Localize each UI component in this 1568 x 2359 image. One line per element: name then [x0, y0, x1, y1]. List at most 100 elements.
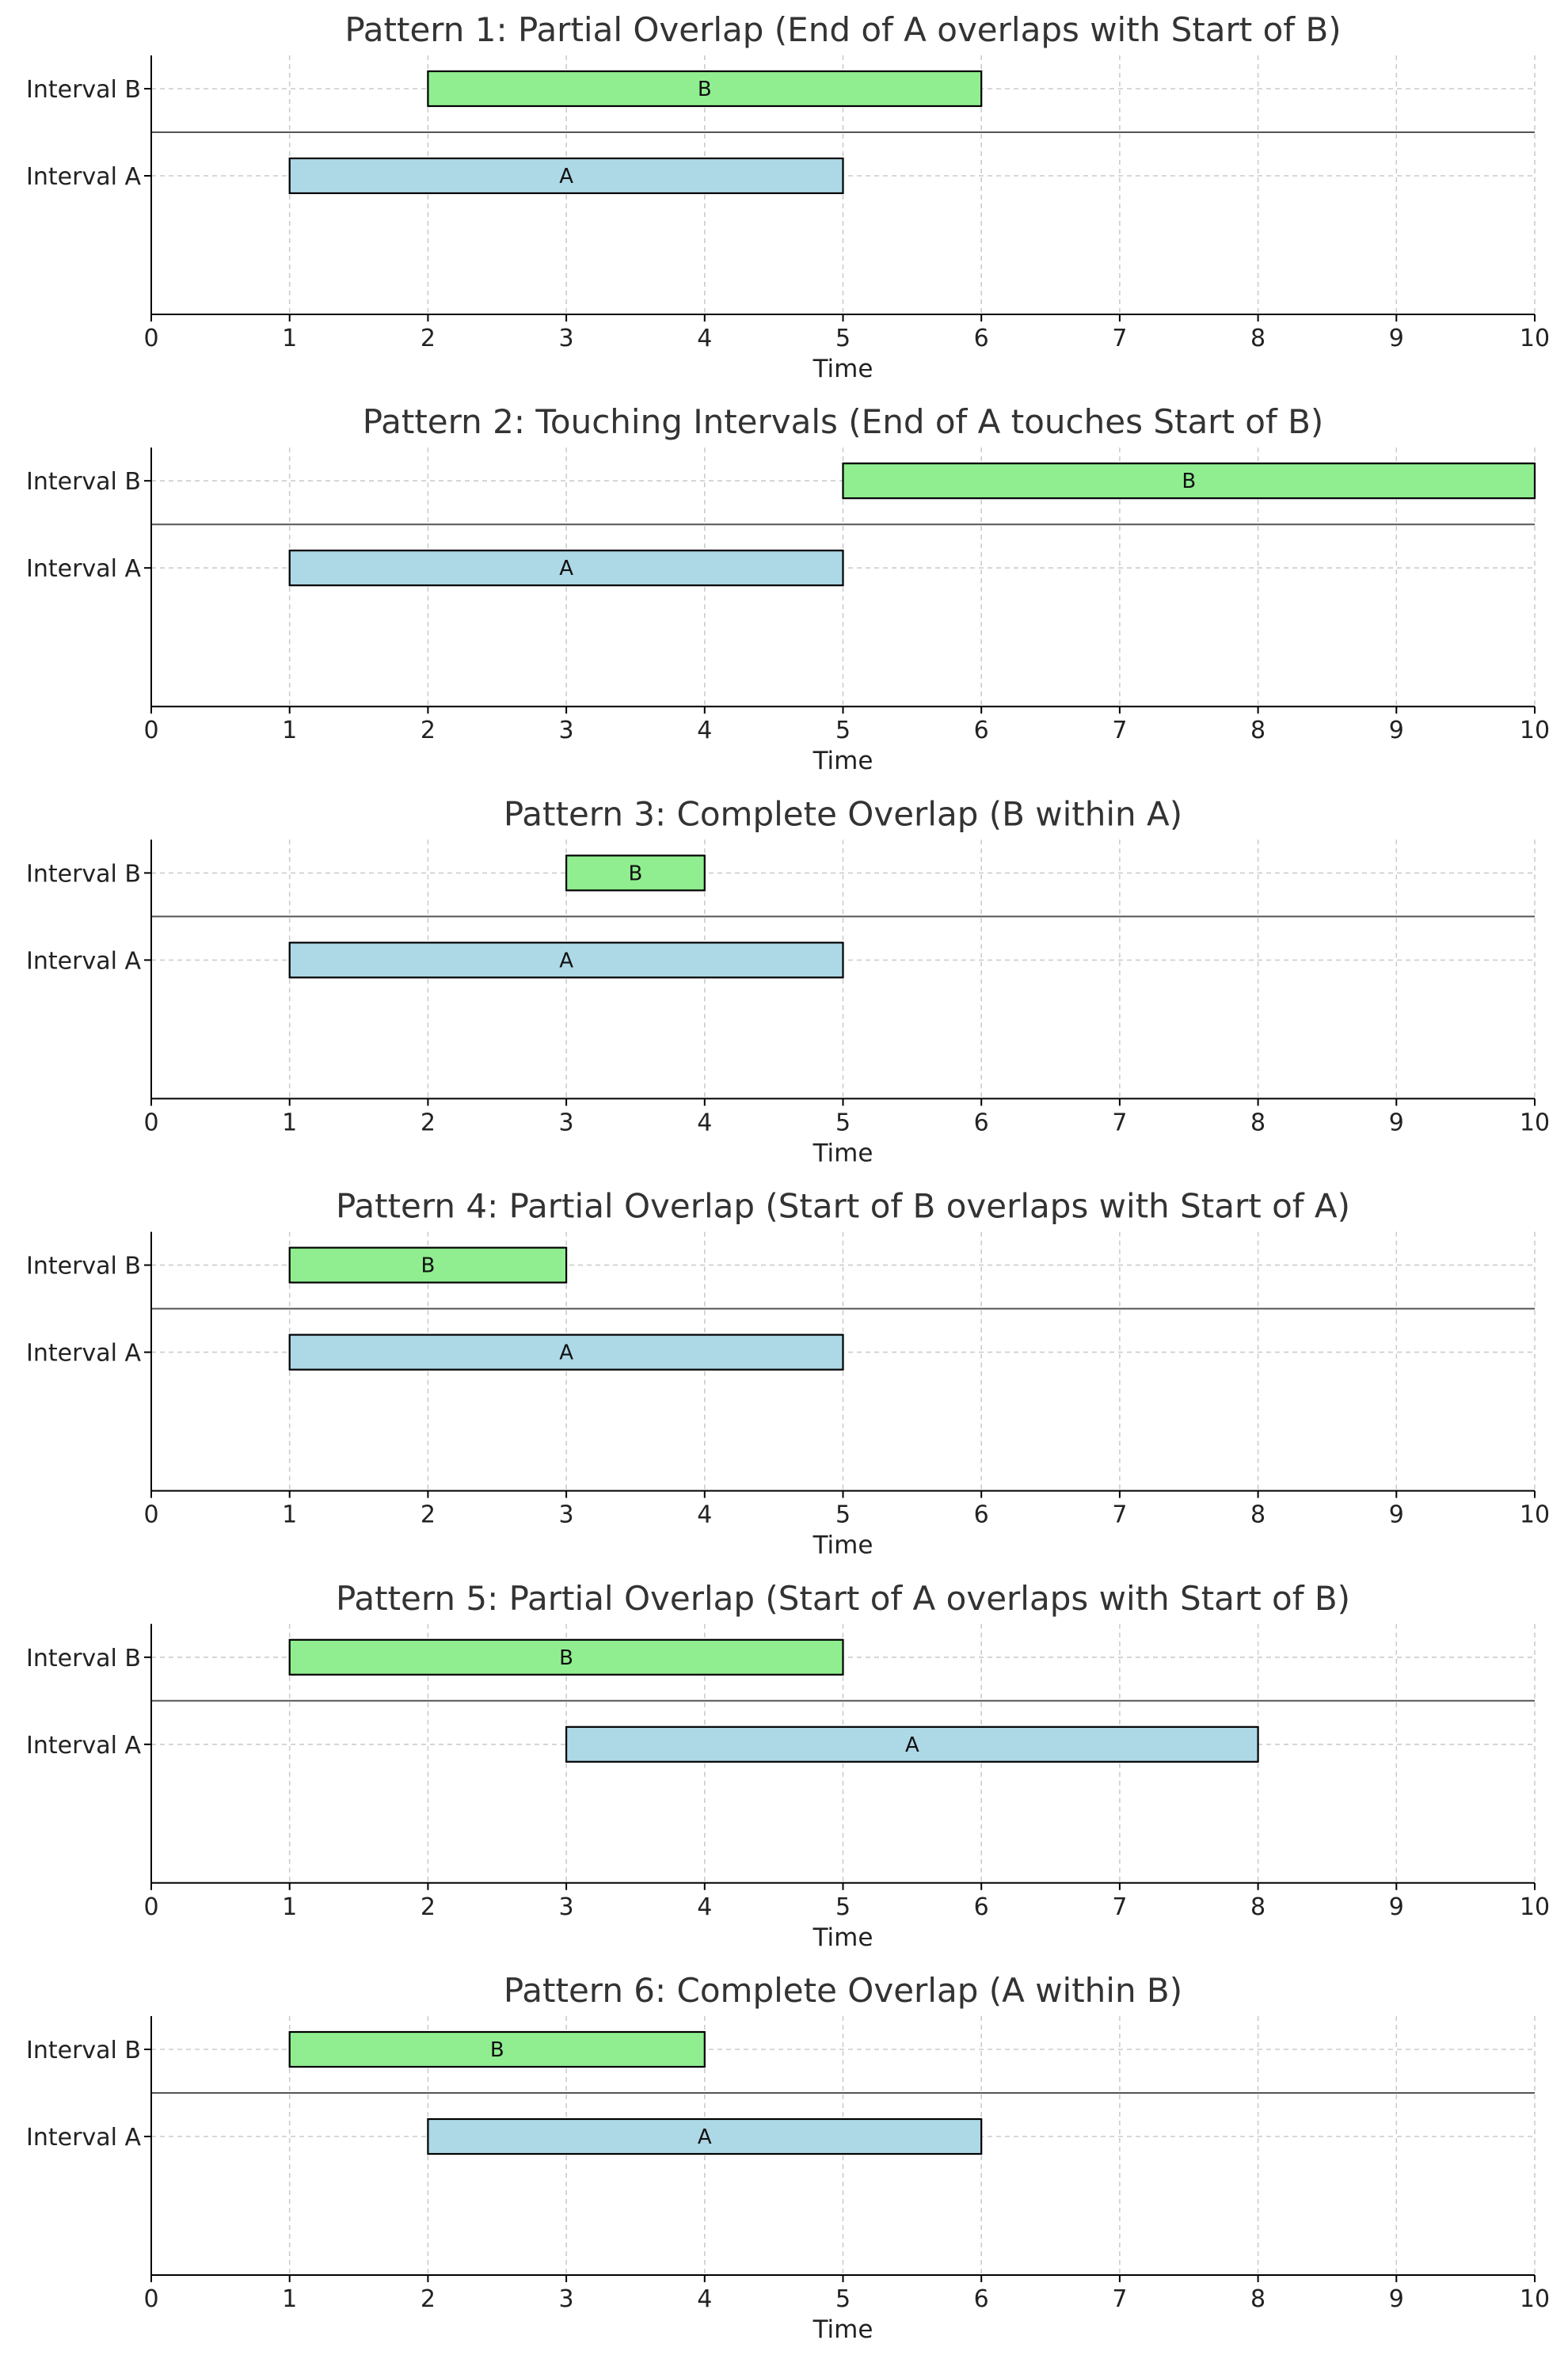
x-tick-label: 8 — [1250, 1893, 1265, 1921]
interval-bar-a — [565, 1725, 1259, 1763]
x-tick-label: 9 — [1389, 325, 1404, 352]
x-tick-label: 7 — [1112, 1893, 1127, 1921]
x-tick-label: 3 — [559, 2285, 574, 2313]
x-tick-label: 9 — [1389, 1501, 1404, 1529]
chart-panel-6: Pattern 6: Complete Overlap (A within B)… — [26, 1971, 1550, 2344]
x-tick-label: 2 — [421, 717, 436, 744]
bar-label: B — [698, 78, 712, 101]
y-tick-label: Interval A — [26, 1732, 141, 1760]
x-tick-label: 3 — [559, 1109, 574, 1136]
x-tick-label: 1 — [282, 717, 297, 744]
chart-panel-3: Pattern 3: Complete Overlap (B within A)… — [26, 794, 1550, 1167]
x-tick-label: 2 — [421, 1501, 436, 1529]
x-tick-label: 6 — [974, 2285, 989, 2313]
chart-title: Pattern 2: Touching Intervals (End of A … — [363, 402, 1324, 441]
x-tick-label: 6 — [974, 1893, 989, 1921]
interval-bar-a — [288, 942, 844, 979]
x-tick-label: 9 — [1389, 1109, 1404, 1136]
interval-bar-a — [288, 157, 844, 195]
x-axis-label: Time — [813, 2315, 873, 2344]
x-tick-label: 3 — [559, 1893, 574, 1921]
x-tick-label: 9 — [1389, 2285, 1404, 2313]
x-tick-label: 3 — [559, 717, 574, 744]
chart-title: Pattern 5: Partial Overlap (Start of A o… — [336, 1579, 1350, 1618]
x-tick-label: 2 — [421, 2285, 436, 2313]
x-tick-label: 2 — [421, 325, 436, 352]
x-tick-label: 1 — [282, 1893, 297, 1921]
x-axis-label: Time — [813, 355, 873, 383]
x-tick-label: 0 — [143, 325, 158, 352]
bar-label: B — [559, 1646, 573, 1670]
chart-title: Pattern 1: Partial Overlap (End of A ove… — [344, 10, 1341, 49]
interval-bar-b — [288, 1246, 568, 1284]
x-tick-label: 0 — [143, 717, 158, 744]
chart-panel-5: Pattern 5: Partial Overlap (Start of A o… — [26, 1579, 1550, 1952]
x-tick-label: 7 — [1112, 717, 1127, 744]
x-tick-label: 5 — [835, 717, 851, 744]
x-tick-label: 4 — [697, 1501, 712, 1529]
x-tick-label: 3 — [559, 1501, 574, 1529]
x-tick-label: 8 — [1250, 717, 1265, 744]
x-axis-label: Time — [813, 1923, 873, 1952]
interval-bar-b — [288, 2030, 706, 2068]
bar-label: A — [698, 2125, 712, 2149]
x-tick-label: 1 — [282, 2285, 297, 2313]
interval-bar-b — [565, 854, 706, 892]
y-tick-label: Interval A — [26, 1340, 141, 1368]
x-tick-label: 1 — [282, 1501, 297, 1529]
y-tick-label: Interval B — [26, 468, 141, 496]
x-tick-label: 0 — [143, 2285, 158, 2313]
x-tick-label: 8 — [1250, 325, 1265, 352]
x-tick-label: 6 — [974, 325, 989, 352]
x-tick-label: 9 — [1389, 717, 1404, 744]
x-tick-label: 7 — [1112, 1109, 1127, 1136]
x-tick-label: 5 — [835, 2285, 851, 2313]
x-tick-label: 10 — [1520, 1109, 1550, 1136]
x-tick-label: 8 — [1250, 1109, 1265, 1136]
x-tick-label: 10 — [1520, 1893, 1550, 1921]
bar-label: B — [421, 1254, 435, 1278]
y-tick-label: Interval A — [26, 163, 141, 191]
x-axis-label: Time — [813, 1531, 873, 1560]
x-tick-label: 2 — [421, 1893, 436, 1921]
x-tick-label: 6 — [974, 1501, 989, 1529]
chart-panel-2: Pattern 2: Touching Intervals (End of A … — [26, 402, 1550, 775]
x-tick-label: 4 — [697, 325, 712, 352]
bar-label: B — [1182, 470, 1196, 493]
interval-bar-b — [427, 70, 983, 108]
interval-bar-a — [288, 550, 844, 587]
x-axis-label: Time — [813, 747, 873, 775]
x-tick-label: 7 — [1112, 1501, 1127, 1529]
x-tick-label: 5 — [835, 1109, 851, 1136]
y-tick-label: Interval B — [26, 1645, 141, 1672]
chart-title: Pattern 6: Complete Overlap (A within B) — [504, 1971, 1182, 2010]
bar-label: A — [559, 949, 573, 972]
bar-label: B — [490, 2038, 504, 2062]
x-tick-label: 3 — [559, 325, 574, 352]
chart-title: Pattern 3: Complete Overlap (B within A) — [504, 794, 1182, 833]
x-tick-label: 5 — [835, 325, 851, 352]
bar-label: A — [559, 165, 573, 188]
interval-bar-a — [427, 2117, 983, 2155]
bar-label: A — [559, 557, 573, 580]
x-tick-label: 10 — [1520, 717, 1550, 744]
x-tick-label: 10 — [1520, 1501, 1550, 1529]
x-tick-label: 8 — [1250, 1501, 1265, 1529]
interval-bar-b — [288, 1638, 844, 1676]
x-tick-label: 4 — [697, 2285, 712, 2313]
x-tick-label: 1 — [282, 1109, 297, 1136]
bar-label: A — [905, 1733, 919, 1757]
x-tick-label: 6 — [974, 1109, 989, 1136]
x-tick-label: 5 — [835, 1893, 851, 1921]
y-tick-label: Interval A — [26, 555, 141, 583]
chart-panel-1: Pattern 1: Partial Overlap (End of A ove… — [26, 10, 1550, 383]
x-tick-label: 7 — [1112, 325, 1127, 352]
y-tick-label: Interval A — [26, 2124, 141, 2152]
x-axis-label: Time — [813, 1139, 873, 1167]
bar-label: A — [559, 1341, 573, 1365]
y-tick-label: Interval B — [26, 2037, 141, 2064]
x-tick-label: 7 — [1112, 2285, 1127, 2313]
x-tick-label: 5 — [835, 1501, 851, 1529]
y-tick-label: Interval B — [26, 76, 141, 104]
